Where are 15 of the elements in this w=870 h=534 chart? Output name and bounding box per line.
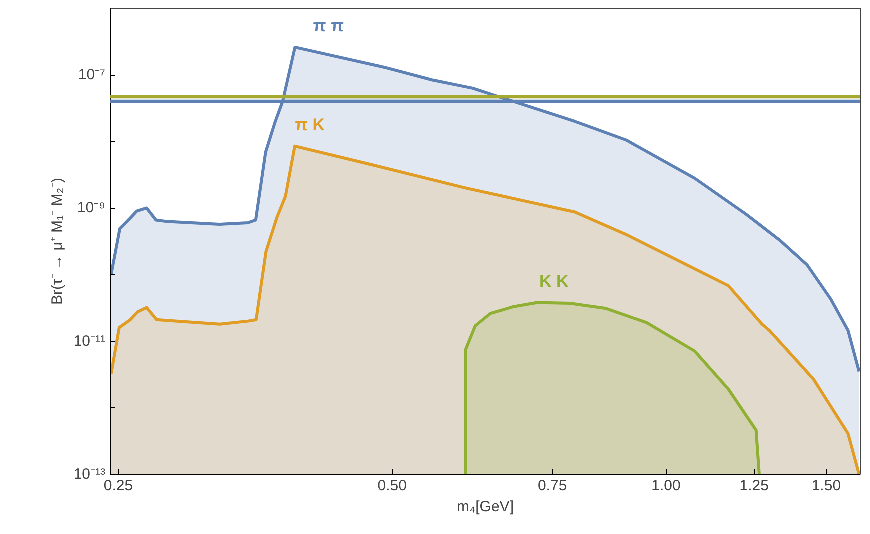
y-tick-label: 10⁻⁹ xyxy=(77,200,106,217)
x-tick-label: 1.00 xyxy=(652,478,681,494)
x-tick-label: 1.50 xyxy=(812,478,842,494)
y-tick-label: 10⁻¹¹ xyxy=(74,332,106,350)
y-tick-label: 10⁻¹³ xyxy=(74,466,106,483)
y-axis-title: Br(τ⁻ → μ⁺ M₁⁻ M₂⁻) xyxy=(48,178,66,306)
x-tick-label: 1.25 xyxy=(740,478,770,494)
x-tick-label: 0.50 xyxy=(378,478,407,494)
x-tick-label: 0.75 xyxy=(538,478,568,494)
y-tick-label: 10⁻⁷ xyxy=(78,66,106,84)
x-tick-label: 0.25 xyxy=(104,478,134,494)
series-label: K K xyxy=(540,272,570,291)
x-axis-title: m₄[GeV] xyxy=(457,498,514,516)
series-label: π π xyxy=(313,16,344,36)
series-label: π K xyxy=(295,115,326,134)
